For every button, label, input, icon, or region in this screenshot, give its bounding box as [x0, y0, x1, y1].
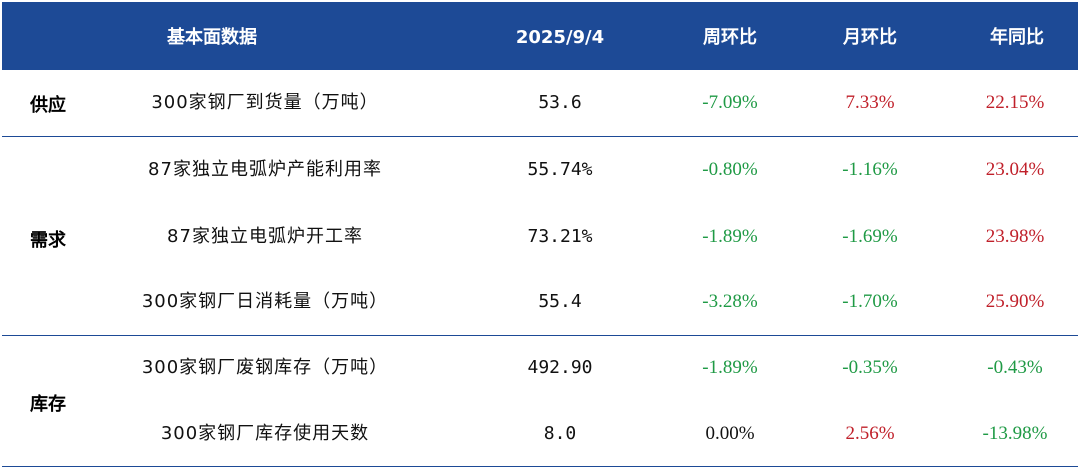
metric-value: 53.6: [538, 92, 582, 113]
header-metric: 基本面数据: [167, 27, 257, 48]
wow-change: 0.00%: [705, 423, 755, 444]
wow-change: -0.80%: [702, 159, 758, 180]
header-wow: 周环比: [703, 27, 757, 48]
group-divider: [2, 136, 1078, 137]
yoy-change: -13.98%: [982, 423, 1048, 444]
wow-change: -7.09%: [702, 92, 758, 113]
table-header: 基本面数据 2025/9/4 周环比 月环比 年同比: [2, 2, 1078, 70]
table-row: 87家独立电弧炉开工率 73.21% -1.89% -1.69% 23.98%: [0, 220, 1080, 254]
table-row: 300家钢厂废钢库存（万吨） 492.90 -1.89% -0.35% -0.43%: [0, 351, 1080, 385]
mom-change: 2.56%: [845, 423, 895, 444]
group-label: 库存: [30, 394, 66, 415]
metric-name: 300家钢厂到货量（万吨）: [151, 92, 379, 113]
header-mom: 月环比: [843, 27, 897, 48]
wow-change: -1.89%: [702, 226, 758, 247]
metric-name: 300家钢厂库存使用天数: [160, 423, 370, 444]
yoy-change: 25.90%: [985, 291, 1045, 312]
metric-name: 87家独立电弧炉开工率: [167, 226, 363, 247]
table-row: 300家钢厂到货量（万吨） 53.6 -7.09% 7.33% 22.15%: [0, 86, 1080, 120]
table-row: 300家钢厂库存使用天数 8.0 0.00% 2.56% -13.98%: [0, 417, 1080, 451]
group-label: 供应: [30, 95, 66, 116]
metric-value: 55.4: [538, 291, 582, 312]
metric-value: 55.74%: [527, 159, 593, 180]
mom-change: -0.35%: [842, 357, 898, 378]
wow-change: -1.89%: [702, 357, 758, 378]
metric-value: 492.90: [527, 357, 593, 378]
group-label: 需求: [30, 230, 66, 251]
mom-change: -1.16%: [842, 159, 898, 180]
mom-change: 7.33%: [845, 92, 895, 113]
group-divider: [2, 466, 1078, 467]
metric-value: 73.21%: [527, 226, 593, 247]
mom-change: -1.70%: [842, 291, 898, 312]
yoy-change: -0.43%: [987, 357, 1043, 378]
metric-name: 87家独立电弧炉产能利用率: [148, 159, 382, 180]
yoy-change: 23.98%: [985, 226, 1045, 247]
metric-name: 300家钢厂日消耗量（万吨）: [141, 291, 389, 312]
header-yoy: 年同比: [990, 27, 1044, 48]
wow-change: -3.28%: [702, 291, 758, 312]
yoy-change: 22.15%: [985, 92, 1045, 113]
table-row: 87家独立电弧炉产能利用率 55.74% -0.80% -1.16% 23.04%: [0, 153, 1080, 187]
metric-value: 8.0: [543, 423, 577, 444]
table-row: 300家钢厂日消耗量（万吨） 55.4 -3.28% -1.70% 25.90%: [0, 285, 1080, 319]
group-divider: [2, 335, 1078, 336]
yoy-change: 23.04%: [985, 159, 1045, 180]
mom-change: -1.69%: [842, 226, 898, 247]
metric-name: 300家钢厂废钢库存（万吨）: [141, 357, 389, 378]
header-date: 2025/9/4: [515, 27, 605, 48]
